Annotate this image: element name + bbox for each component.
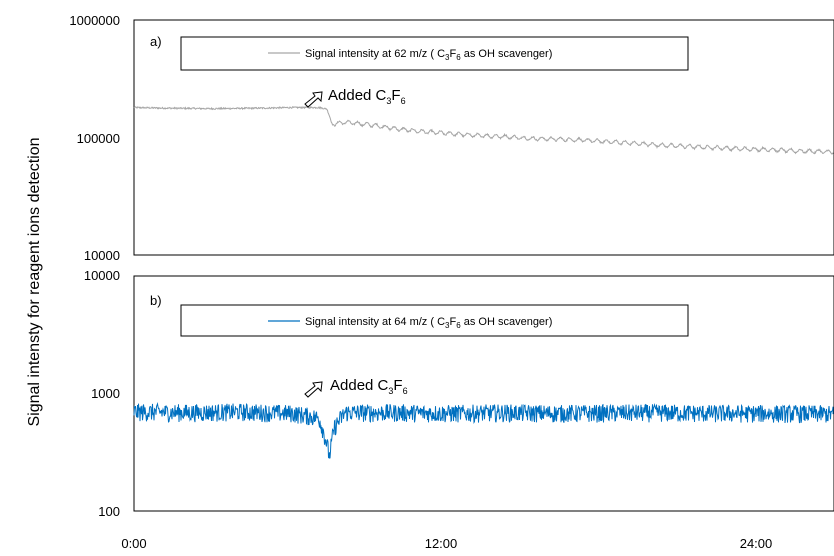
legend-box xyxy=(180,36,689,71)
y-tick-label: 10000 xyxy=(84,248,120,263)
x-tick-label: 0:00 xyxy=(121,536,146,551)
x-tick-label: 12:00 xyxy=(425,536,458,551)
y-tick-label: 10000 xyxy=(84,268,120,283)
x-tick-label: 24:00 xyxy=(740,536,773,551)
panel-a-frame xyxy=(133,19,834,256)
legend-sub: 3 xyxy=(445,53,450,62)
annotation-b: Added C3F6 xyxy=(304,377,408,398)
legend-sub: 6 xyxy=(456,53,461,62)
legend-sub: 3 xyxy=(445,321,450,330)
legend-f: F xyxy=(449,316,456,328)
panel-b: 10000 1000 100 b) Signal intensity at 64… xyxy=(84,268,834,519)
annotation-sub: 6 xyxy=(401,96,406,106)
legend-prefix: Signal intensity at 62 m/z ( xyxy=(305,48,434,60)
annotation-sub: 3 xyxy=(386,96,391,106)
annotation-sub: 3 xyxy=(388,386,393,396)
annotation-text: Added C3F6 xyxy=(328,87,406,106)
annotation-sub: 6 xyxy=(403,386,408,396)
legend-a: Signal intensity at 62 m/z ( C3F6 as OH … xyxy=(180,36,689,71)
annotation-label: Added C xyxy=(330,377,389,394)
annotation-text: Added C3F6 xyxy=(330,377,408,396)
y-tick-label: 100000 xyxy=(77,131,120,146)
legend-c: C xyxy=(437,48,445,60)
panel-a: 1000000 100000 10000 a) Signal intensity… xyxy=(69,13,834,263)
arrow-icon xyxy=(304,91,323,108)
y-tick-label: 100 xyxy=(98,504,120,519)
y-tick-label: 1000 xyxy=(91,386,120,401)
panel-label: b) xyxy=(150,293,162,308)
panel-label: a) xyxy=(150,34,162,49)
arrow-icon xyxy=(304,381,323,398)
annotation-f: F xyxy=(391,87,400,104)
annotation-a: Added C3F6 xyxy=(304,87,406,108)
legend-c: C xyxy=(437,316,445,328)
legend-text: Signal intensity at 62 m/z ( C3F6 as OH … xyxy=(305,48,552,63)
legend-suffix: as OH scavenger) xyxy=(464,48,553,60)
panel-b-frame xyxy=(133,275,834,512)
legend-box xyxy=(180,304,689,337)
legend-prefix: Signal intensity at 64 m/z ( xyxy=(305,316,434,328)
y-tick-label: 1000000 xyxy=(69,13,120,28)
annotation-label: Added C xyxy=(328,87,387,104)
legend-text: Signal intensity at 64 m/z ( C3F6 as OH … xyxy=(305,316,552,331)
legend-f: F xyxy=(449,48,456,60)
legend-b: Signal intensity at 64 m/z ( C3F6 as OH … xyxy=(180,304,689,337)
legend-sub: 6 xyxy=(456,321,461,330)
annotation-f: F xyxy=(393,377,402,394)
series-line-62mz xyxy=(133,105,834,155)
series-line-64mz xyxy=(133,402,834,459)
legend-suffix: as OH scavenger) xyxy=(464,316,553,328)
y-axis-label: Signal intensty for reagent ions detecti… xyxy=(26,137,43,426)
